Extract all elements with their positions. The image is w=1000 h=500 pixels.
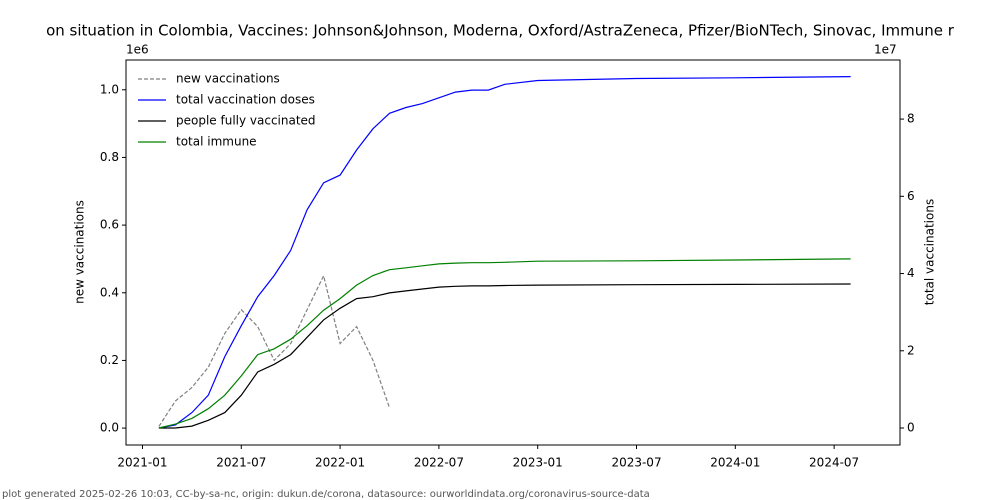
x-tick-label: 2021-01 bbox=[117, 456, 167, 470]
plot-frame bbox=[125, 59, 901, 446]
chart-title: on situation in Colombia, Vaccines: John… bbox=[46, 22, 955, 40]
y-tick-label: 0.4 bbox=[100, 285, 119, 299]
data-line bbox=[158, 283, 851, 429]
legend-label: total vaccination doses bbox=[176, 93, 315, 107]
y-tick-label: 0.6 bbox=[100, 218, 119, 232]
x-tick-label: 2022-07 bbox=[414, 456, 464, 470]
legend-label: people fully vaccinated bbox=[176, 114, 316, 128]
y-tick-label: 0.8 bbox=[100, 150, 119, 164]
y2-tick-label: 6 bbox=[907, 189, 915, 203]
y2-tick-label: 8 bbox=[907, 112, 915, 126]
y2-offset-label: 1e7 bbox=[874, 43, 897, 57]
x-tick-label: 2024-01 bbox=[710, 456, 760, 470]
data-line bbox=[158, 274, 391, 427]
y-offset-label: 1e6 bbox=[126, 43, 149, 57]
legend-label: new vaccinations bbox=[176, 72, 280, 86]
x-tick-label: 2023-01 bbox=[513, 456, 563, 470]
y2-axis-label: total vaccinations bbox=[923, 199, 937, 305]
y-axis-label: new vaccinations bbox=[73, 200, 87, 304]
y2-tick-label: 2 bbox=[907, 343, 915, 357]
y-tick-label: 0.0 bbox=[100, 421, 119, 435]
legend-label: total immune bbox=[176, 135, 257, 149]
footer: plot generated 2025-02-26 10:03, CC-by-s… bbox=[2, 489, 650, 500]
y2-tick-label: 4 bbox=[907, 266, 915, 280]
x-tick-label: 2022-01 bbox=[315, 456, 365, 470]
y-tick-label: 0.2 bbox=[100, 353, 119, 367]
x-tick-label: 2023-07 bbox=[611, 456, 661, 470]
x-tick-label: 2021-07 bbox=[216, 456, 266, 470]
data-line bbox=[158, 76, 851, 429]
y-tick-label: 1.0 bbox=[100, 82, 119, 96]
data-line bbox=[158, 258, 851, 429]
y2-tick-label: 0 bbox=[907, 421, 915, 435]
x-tick-label: 2024-07 bbox=[809, 456, 859, 470]
